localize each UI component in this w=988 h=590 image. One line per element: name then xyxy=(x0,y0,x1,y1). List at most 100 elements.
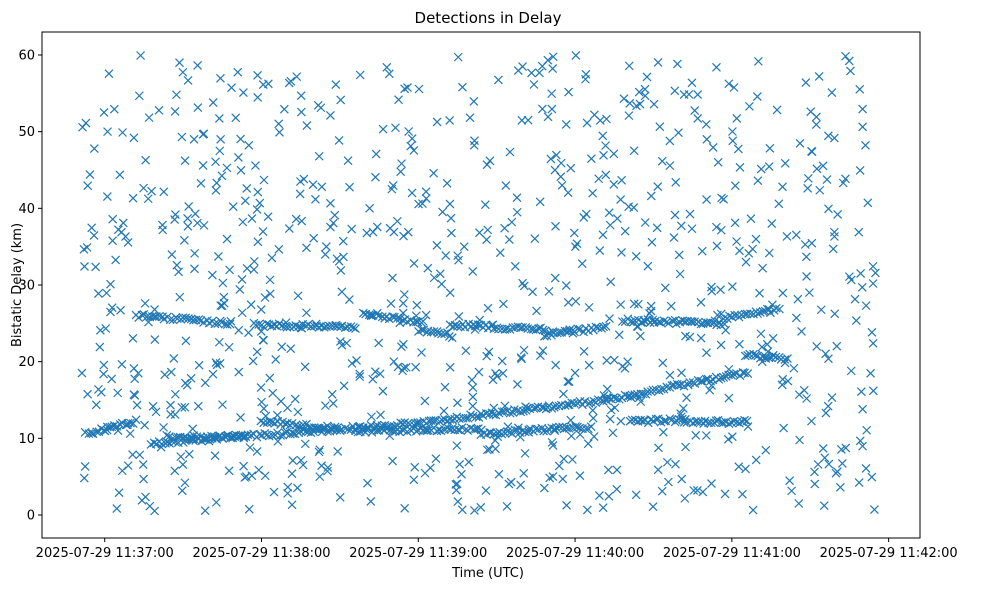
clutter-point xyxy=(815,185,825,195)
clutter-point xyxy=(435,269,445,279)
clutter-point xyxy=(114,488,124,498)
clutter-point xyxy=(326,222,335,232)
clutter-point xyxy=(183,214,193,223)
clutter-point xyxy=(543,112,553,122)
clutter-point xyxy=(551,150,561,160)
clutter-point xyxy=(398,308,408,318)
clutter-point xyxy=(855,436,865,446)
clutter-point xyxy=(832,341,842,351)
clutter-point xyxy=(457,469,466,479)
clutter-point xyxy=(421,194,431,203)
clutter-point xyxy=(453,251,463,261)
track-point xyxy=(659,316,669,326)
clutter-point xyxy=(701,431,711,440)
clutter-point xyxy=(548,52,558,62)
clutter-point xyxy=(500,223,510,233)
clutter-point xyxy=(388,181,398,191)
clutter-point xyxy=(564,87,574,97)
clutter-point xyxy=(178,67,188,77)
clutter-point xyxy=(244,504,254,514)
clutter-point xyxy=(317,182,327,192)
clutter-point xyxy=(635,331,645,341)
clutter-point xyxy=(604,491,614,501)
clutter-point xyxy=(107,303,117,313)
clutter-point xyxy=(493,75,503,85)
clutter-point xyxy=(256,305,266,314)
clutter-point xyxy=(388,273,397,283)
track-point xyxy=(277,321,287,330)
clutter-point xyxy=(665,161,675,171)
clutter-point xyxy=(811,120,821,129)
clutter-point xyxy=(112,504,122,513)
clutter-point xyxy=(764,162,774,171)
clutter-point xyxy=(125,429,135,439)
clutter-point xyxy=(474,367,484,377)
track-point xyxy=(298,420,308,430)
clutter-point xyxy=(605,314,614,324)
clutter-point xyxy=(438,207,448,217)
clutter-point xyxy=(286,76,296,86)
clutter-point xyxy=(339,252,348,262)
clutter-point xyxy=(325,111,335,120)
track-point xyxy=(599,322,608,332)
clutter-point xyxy=(432,117,442,127)
clutter-point xyxy=(727,282,737,292)
track-point xyxy=(473,424,483,433)
clutter-point xyxy=(861,463,871,473)
clutter-point xyxy=(211,497,221,507)
y-tick-label: 10 xyxy=(18,432,35,447)
clutter-point xyxy=(605,220,615,230)
clutter-point xyxy=(176,452,186,462)
clutter-point xyxy=(91,262,101,272)
clutter-point xyxy=(214,337,224,347)
track-point xyxy=(593,323,603,333)
clutter-point xyxy=(296,91,306,101)
clutter-point xyxy=(211,157,220,167)
clutter-point xyxy=(756,329,766,339)
track-point xyxy=(194,315,204,324)
track-point xyxy=(358,308,368,318)
track-point xyxy=(147,312,157,321)
clutter-point xyxy=(851,316,861,325)
clutter-point xyxy=(795,138,805,148)
clutter-point xyxy=(193,60,203,70)
clutter-point xyxy=(461,346,471,356)
clutter-point xyxy=(581,74,590,84)
track-point xyxy=(714,374,724,384)
clutter-point xyxy=(404,127,414,136)
clutter-point xyxy=(720,489,730,499)
clutter-point xyxy=(111,255,121,265)
clutter-point xyxy=(547,89,557,99)
clutter-point xyxy=(186,373,196,383)
track-point xyxy=(659,416,669,426)
clutter-point xyxy=(812,164,822,174)
clutter-point xyxy=(618,362,627,371)
clutter-point xyxy=(803,173,813,183)
clutter-point xyxy=(412,300,422,310)
clutter-point xyxy=(403,227,413,237)
clutter-point xyxy=(409,146,419,155)
clutter-point xyxy=(218,400,227,410)
track-point xyxy=(743,369,753,378)
clutter-point xyxy=(227,83,236,93)
clutter-point xyxy=(253,93,263,102)
clutter-point xyxy=(211,358,221,367)
clutter-point xyxy=(137,495,147,505)
clutter-point xyxy=(128,193,138,203)
clutter-point xyxy=(535,197,545,207)
clutter-point xyxy=(733,144,743,154)
clutter-point xyxy=(548,327,558,336)
chart-title: Detections in Delay xyxy=(415,9,562,27)
track-point xyxy=(630,316,640,325)
clutter-point xyxy=(584,360,594,370)
clutter-point xyxy=(724,364,734,374)
clutter-point xyxy=(292,72,302,82)
track-point xyxy=(239,432,249,441)
clutter-point xyxy=(567,455,577,464)
clutter-point xyxy=(598,503,608,513)
clutter-point xyxy=(290,394,300,404)
clutter-point xyxy=(79,473,89,483)
clutter-point xyxy=(548,441,558,450)
clutter-point xyxy=(756,164,766,174)
clutter-point xyxy=(598,230,608,240)
